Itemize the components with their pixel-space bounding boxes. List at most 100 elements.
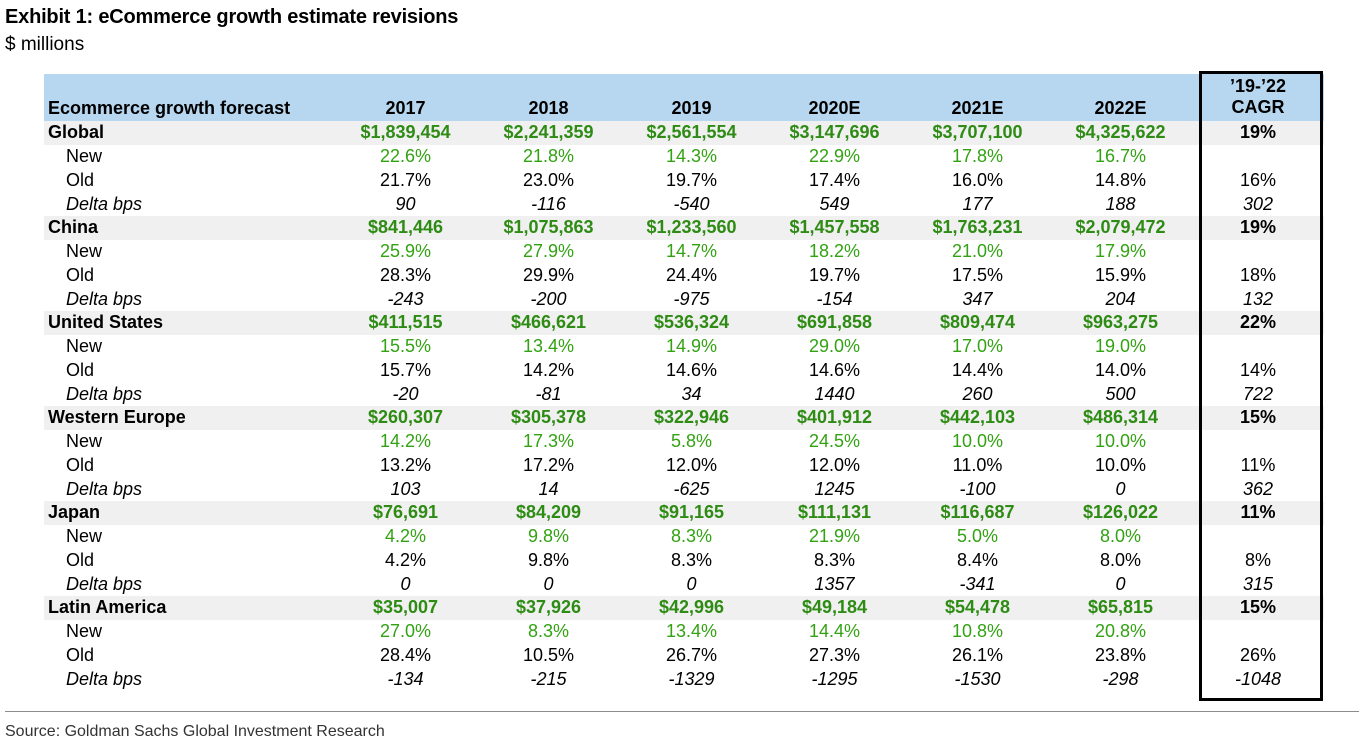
table-row-region: Latin America $35,007 $37,926 $42,996 $49,18… — [44, 596, 1324, 620]
old-value-cell: 8.3% — [813, 549, 856, 570]
delta-value-cell: 347 — [962, 288, 993, 309]
old-cagr-cell: 11% — [1240, 454, 1276, 475]
region-value-cell: $260,307 — [334, 406, 477, 430]
new-value-cell: 19.0% — [1094, 336, 1147, 357]
new-value-cell: 20.8% — [1094, 621, 1147, 642]
delta-value-cell: -243 — [387, 288, 424, 309]
table-row-region: United States $411,515 $466,621 $536,324 $69… — [44, 311, 1324, 335]
old-cagr-cell: 18% — [1239, 264, 1277, 285]
delta-value-cell: -134 — [387, 668, 424, 689]
table-row-old: Old 13.2% 17.2% 12.0% 12.0% 11.0% 10.0% 11% — [44, 454, 1324, 478]
region-value-cell: $1,839,454 — [334, 121, 477, 145]
table-row-old: Old 4.2% 9.8% 8.3% 8.3% 8.4% 8.0% 8% — [44, 549, 1324, 573]
table-row-region: Japan $76,691 $84,209 $91,165 $111,131 $116,6… — [44, 501, 1324, 525]
delta-value-cell: 500 — [1105, 383, 1136, 404]
delta-value-cell: -625 — [673, 478, 710, 499]
region-value-cell: $2,079,472 — [1049, 216, 1192, 240]
old-cagr-cell: 16% — [1239, 169, 1277, 190]
delta-row-label: Delta bps — [66, 668, 143, 689]
delta-value-cell: 0 — [1115, 478, 1126, 499]
old-value-cell: 15.7% — [379, 359, 432, 380]
new-value-cell: 22.6% — [379, 146, 432, 167]
new-value-cell: 8.3% — [527, 621, 570, 642]
region-value-cell: $1,763,231 — [906, 216, 1049, 240]
header-year: 2021E — [906, 74, 1049, 121]
source-note: Source: Goldman Sachs Global Investment … — [5, 723, 385, 740]
old-value-cell: 17.5% — [951, 264, 1004, 285]
old-value-cell: 17.4% — [808, 169, 861, 190]
region-value-cell: $1,233,560 — [620, 216, 763, 240]
delta-cagr-cell: 302 — [1242, 193, 1274, 214]
region-value-cell: $466,621 — [477, 311, 620, 335]
region-value-cell: $841,446 — [334, 216, 477, 240]
delta-value-cell: 1245 — [814, 478, 855, 499]
region-name: China — [44, 216, 334, 240]
new-cagr-cell — [1192, 620, 1324, 644]
delta-row-label: Delta bps — [66, 478, 143, 499]
new-row-label: New — [66, 621, 103, 642]
region-name: Latin America — [44, 596, 334, 620]
new-cagr-cell — [1192, 430, 1324, 454]
table-header-row: Ecommerce growth forecast 2017 2018 2019… — [44, 74, 1324, 121]
new-value-cell: 29.0% — [808, 336, 861, 357]
region-value-cell: $486,314 — [1049, 406, 1192, 430]
header-year: 2017 — [334, 74, 477, 121]
old-value-cell: 14.4% — [951, 359, 1004, 380]
old-cagr-cell: 14% — [1239, 359, 1277, 380]
new-value-cell: 17.9% — [1094, 241, 1147, 262]
region-value-cell: $4,325,622 — [1049, 121, 1192, 145]
delta-value-cell: 0 — [543, 573, 554, 594]
region-name: United States — [44, 311, 334, 335]
header-year: 2019 — [620, 74, 763, 121]
old-value-cell: 14.2% — [522, 359, 575, 380]
new-value-cell: 10.0% — [951, 431, 1004, 452]
new-value-cell: 14.9% — [665, 336, 718, 357]
region-value-cell: $91,165 — [620, 501, 763, 525]
new-value-cell: 21.0% — [951, 241, 1004, 262]
new-value-cell: 27.0% — [379, 621, 432, 642]
new-row-label: New — [66, 146, 103, 167]
region-value-cell: $322,946 — [620, 406, 763, 430]
delta-value-cell: -1329 — [668, 668, 715, 689]
old-value-cell: 26.7% — [665, 644, 718, 665]
new-value-cell: 17.3% — [522, 431, 575, 452]
old-value-cell: 23.0% — [522, 169, 575, 190]
region-value-cell: $809,474 — [906, 311, 1049, 335]
delta-value-cell: 177 — [962, 193, 993, 214]
new-cagr-cell — [1192, 145, 1324, 169]
region-value-cell: $65,815 — [1049, 596, 1192, 620]
delta-value-cell: 1357 — [814, 573, 855, 594]
new-value-cell: 14.2% — [379, 431, 432, 452]
table-row-new: New 27.0% 8.3% 13.4% 14.4% 10.8% 20.8% — [44, 620, 1324, 644]
region-cagr-cell: 22% — [1192, 311, 1324, 335]
new-value-cell: 17.0% — [951, 336, 1004, 357]
new-value-cell: 22.9% — [808, 146, 861, 167]
table-row-new: New 15.5% 13.4% 14.9% 29.0% 17.0% 19.0% — [44, 335, 1324, 359]
new-value-cell: 25.9% — [379, 241, 432, 262]
delta-value-cell: 549 — [819, 193, 850, 214]
delta-value-cell: -341 — [959, 573, 996, 594]
region-value-cell: $536,324 — [620, 311, 763, 335]
old-value-cell: 28.4% — [379, 644, 432, 665]
delta-cagr-cell: 362 — [1242, 478, 1274, 499]
new-value-cell: 14.4% — [808, 621, 861, 642]
footer-divider — [5, 711, 1359, 712]
region-value-cell: $35,007 — [334, 596, 477, 620]
delta-value-cell: -200 — [530, 288, 567, 309]
exhibit-title: Exhibit 1: eCommerce growth estimate rev… — [5, 6, 459, 28]
old-value-cell: 10.0% — [1094, 454, 1147, 475]
old-row-label: Old — [66, 264, 95, 285]
delta-value-cell: 0 — [686, 573, 697, 594]
region-value-cell: $49,184 — [763, 596, 906, 620]
header-year: 2018 — [477, 74, 620, 121]
delta-value-cell: -298 — [1102, 668, 1139, 689]
old-value-cell: 21.7% — [379, 169, 432, 190]
table-row-delta: Delta bps -134 -215 -1329 -1295 -1530 -298 -104… — [44, 667, 1324, 691]
table-row-old: Old 21.7% 23.0% 19.7% 17.4% 16.0% 14.8% 16% — [44, 169, 1324, 193]
old-value-cell: 14.8% — [1094, 169, 1147, 190]
delta-row-label: Delta bps — [66, 193, 143, 214]
old-value-cell: 4.2% — [384, 549, 427, 570]
table-row-region: China $841,446 $1,075,863 $1,233,560 $1,457,… — [44, 216, 1324, 240]
delta-value-cell: -1295 — [811, 668, 858, 689]
forecast-table-container: Ecommerce growth forecast 2017 2018 2019… — [44, 74, 1324, 691]
